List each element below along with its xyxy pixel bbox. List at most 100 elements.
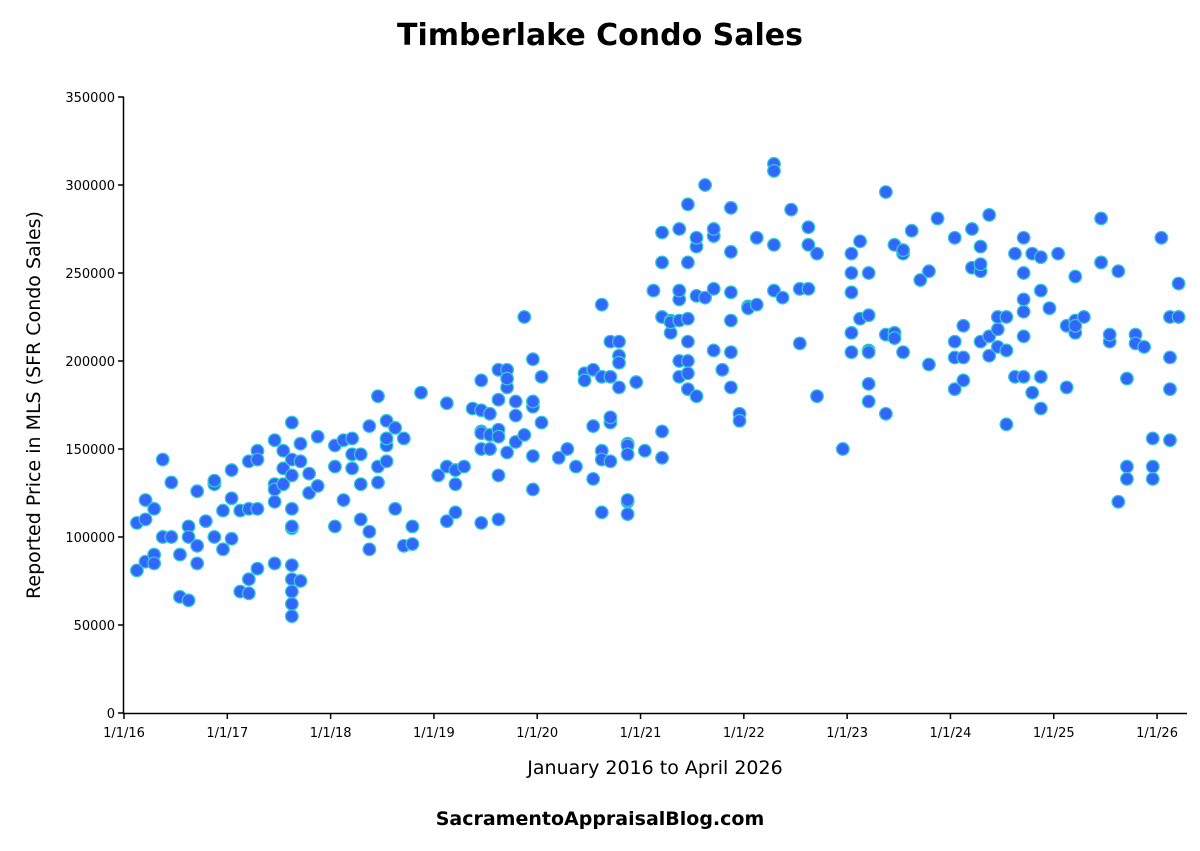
data-point xyxy=(973,257,988,272)
data-point xyxy=(1111,264,1126,279)
data-point xyxy=(749,230,764,245)
data-point xyxy=(861,345,876,360)
data-point xyxy=(947,382,962,397)
data-point xyxy=(1033,401,1048,416)
data-point xyxy=(345,461,360,476)
data-point xyxy=(1145,471,1160,486)
data-point xyxy=(629,375,644,390)
data-point xyxy=(284,468,299,483)
data-point xyxy=(1163,433,1177,448)
data-point xyxy=(982,348,997,363)
data-point xyxy=(620,507,635,522)
data-point xyxy=(241,572,256,587)
data-point xyxy=(1163,382,1177,397)
x-tick-label: 1/1/20 xyxy=(516,726,558,741)
data-point xyxy=(164,530,179,544)
data-point xyxy=(190,484,205,499)
data-point xyxy=(965,222,979,236)
data-point xyxy=(999,310,1014,324)
data-point xyxy=(784,202,799,217)
data-point xyxy=(138,493,153,507)
data-point xyxy=(284,609,299,624)
x-axis-ticks: 1/1/16 1/1/17 1/1/18 1/1/19 1/1/20 1/1/21 1/1/… xyxy=(103,713,1178,741)
data-point xyxy=(1059,380,1074,395)
data-point xyxy=(844,345,859,360)
data-point xyxy=(723,313,738,328)
data-point xyxy=(577,373,592,388)
data-point xyxy=(853,234,868,249)
x-tick-label: 1/1/19 xyxy=(413,726,455,741)
data-point xyxy=(1171,276,1186,291)
data-point xyxy=(1016,304,1031,319)
data-point xyxy=(181,530,196,544)
data-point xyxy=(147,501,162,516)
data-point xyxy=(250,452,265,467)
data-point xyxy=(155,452,170,467)
data-point xyxy=(680,255,695,270)
x-tick-label: 1/1/16 xyxy=(103,726,145,741)
data-point xyxy=(224,491,239,506)
data-point xyxy=(362,542,377,557)
data-point xyxy=(1094,255,1109,270)
data-point xyxy=(1016,329,1031,344)
data-point xyxy=(913,273,928,287)
data-point xyxy=(723,345,738,360)
data-point xyxy=(534,369,549,384)
data-point xyxy=(672,222,687,236)
data-point xyxy=(921,357,936,372)
data-point xyxy=(431,468,446,483)
data-point xyxy=(276,443,291,458)
data-point xyxy=(207,473,222,488)
data-point xyxy=(767,163,781,178)
data-point xyxy=(956,318,971,333)
data-point xyxy=(956,350,971,365)
data-point xyxy=(379,431,394,446)
data-point xyxy=(999,343,1014,358)
data-point xyxy=(1042,301,1057,316)
data-point xyxy=(1033,369,1048,384)
data-point xyxy=(982,207,997,222)
data-points-group xyxy=(129,156,1186,624)
data-point xyxy=(603,369,618,384)
data-point xyxy=(310,479,325,493)
data-point xyxy=(293,436,308,451)
data-point xyxy=(353,477,368,492)
data-point xyxy=(1051,246,1066,261)
data-point xyxy=(1016,369,1031,384)
data-point xyxy=(216,503,230,518)
data-point xyxy=(1033,283,1048,298)
data-point xyxy=(973,239,988,254)
data-point xyxy=(672,283,687,298)
data-point xyxy=(474,373,489,388)
y-tick-label: 200000 xyxy=(65,355,115,370)
x-tick-label: 1/1/26 xyxy=(1136,726,1178,741)
x-axis-label: January 2016 to April 2026 xyxy=(527,757,783,779)
data-point xyxy=(1102,327,1117,342)
data-point xyxy=(956,373,971,388)
data-point xyxy=(267,556,282,571)
data-point xyxy=(1145,431,1160,446)
data-point xyxy=(1076,310,1091,324)
data-point xyxy=(1068,269,1083,284)
data-point xyxy=(207,530,222,544)
data-point xyxy=(655,450,670,465)
data-point xyxy=(448,505,463,520)
data-point xyxy=(1094,211,1109,226)
x-tick-label: 1/1/21 xyxy=(620,726,662,741)
data-point xyxy=(1008,246,1022,261)
data-point xyxy=(276,477,291,492)
y-axis-ticks: 0 50000 100000 150000 200000 250000 300000 3500… xyxy=(65,91,124,722)
data-point xyxy=(491,468,506,483)
data-point xyxy=(620,493,635,507)
data-point xyxy=(723,200,738,215)
data-point xyxy=(878,185,893,199)
data-point xyxy=(474,515,489,530)
data-point xyxy=(439,396,454,411)
data-point xyxy=(414,385,428,400)
data-point xyxy=(388,501,403,516)
data-point xyxy=(534,415,549,430)
data-point xyxy=(990,322,1005,337)
data-point xyxy=(284,501,299,516)
data-point xyxy=(525,449,540,463)
data-point xyxy=(749,297,764,312)
